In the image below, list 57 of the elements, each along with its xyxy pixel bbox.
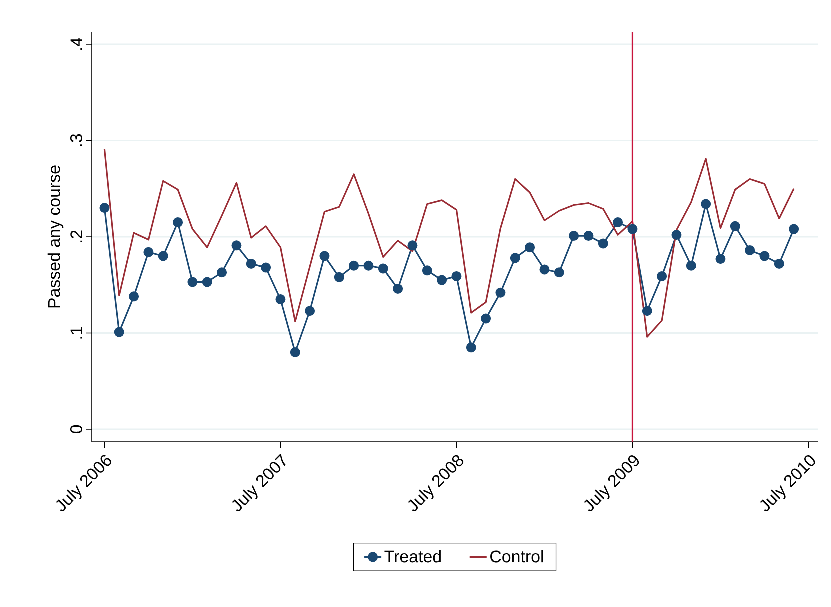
point bbox=[496, 288, 506, 298]
point bbox=[129, 292, 140, 302]
point bbox=[334, 272, 344, 282]
point bbox=[466, 342, 476, 353]
point bbox=[114, 327, 124, 338]
point bbox=[437, 275, 448, 286]
point bbox=[422, 266, 432, 276]
point bbox=[349, 260, 360, 271]
point bbox=[510, 253, 520, 264]
y-tick-label: 0 bbox=[70, 425, 82, 434]
point bbox=[481, 314, 492, 324]
point bbox=[217, 268, 228, 278]
point bbox=[408, 240, 418, 251]
point bbox=[173, 218, 184, 228]
point bbox=[657, 271, 668, 282]
point bbox=[701, 199, 712, 210]
point bbox=[686, 260, 696, 271]
y-tick-label: .2 bbox=[70, 230, 82, 243]
point bbox=[320, 251, 330, 262]
point bbox=[452, 271, 462, 282]
point bbox=[789, 224, 800, 234]
legend-label: Treated bbox=[384, 550, 441, 563]
point bbox=[584, 231, 594, 242]
y-tick-label: .1 bbox=[70, 327, 82, 339]
point bbox=[672, 230, 682, 240]
y-axis-title: Passed any course bbox=[48, 166, 64, 308]
legend-label: Control bbox=[490, 550, 544, 563]
point bbox=[246, 258, 256, 269]
line-series bbox=[104, 148, 795, 338]
point bbox=[305, 306, 316, 316]
y-tick-label: .4 bbox=[70, 38, 82, 50]
point bbox=[525, 242, 536, 253]
y-tick-label: .3 bbox=[70, 134, 82, 146]
point bbox=[100, 203, 110, 214]
point bbox=[188, 277, 198, 288]
point bbox=[774, 258, 784, 269]
point bbox=[745, 245, 756, 256]
point bbox=[202, 277, 212, 288]
point bbox=[730, 221, 740, 232]
point bbox=[613, 218, 624, 228]
point bbox=[716, 254, 726, 264]
point bbox=[364, 260, 374, 271]
point bbox=[144, 247, 154, 258]
point bbox=[378, 264, 388, 274]
point bbox=[261, 262, 272, 273]
point bbox=[158, 251, 168, 262]
point bbox=[393, 284, 404, 294]
point bbox=[276, 294, 286, 305]
point bbox=[540, 264, 550, 275]
point bbox=[232, 240, 242, 251]
point bbox=[628, 224, 638, 234]
point bbox=[569, 231, 580, 242]
point bbox=[760, 251, 770, 262]
point bbox=[642, 306, 652, 316]
point bbox=[290, 347, 300, 358]
point bbox=[598, 238, 608, 249]
point bbox=[554, 268, 564, 278]
